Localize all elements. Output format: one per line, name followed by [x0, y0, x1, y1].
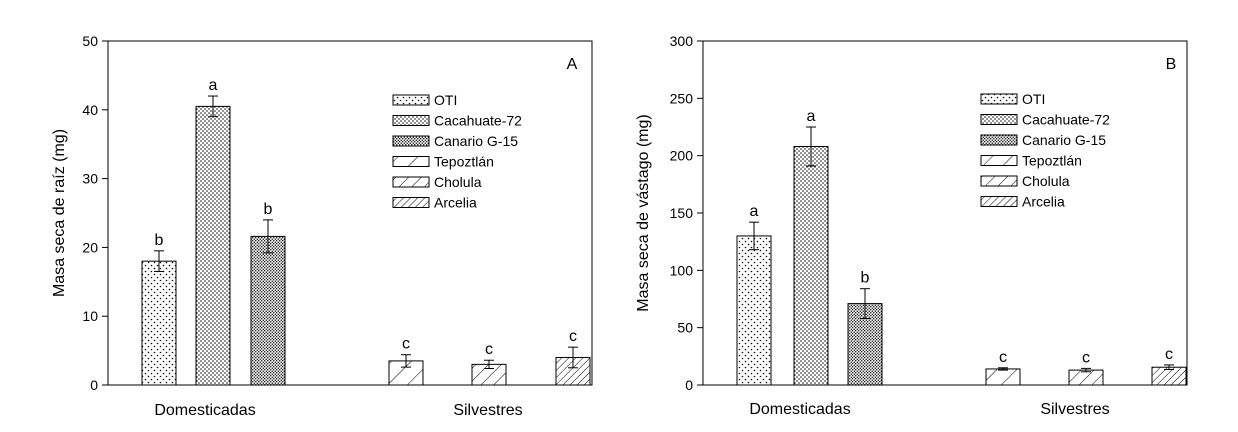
y-tick-label: 0 — [685, 377, 693, 393]
legend-label: OTI — [1022, 91, 1045, 107]
y-tick-label: 0 — [90, 377, 98, 393]
x-group-label-domesticadas: Domesticadas — [154, 402, 255, 419]
y-tick-label: 20 — [82, 239, 98, 255]
legend-label: Cholula — [1022, 173, 1070, 189]
legend-label: Arcelia — [1022, 194, 1065, 210]
legend-swatch — [392, 197, 430, 208]
legend-swatch — [392, 176, 430, 188]
y-tick-label: 150 — [670, 205, 694, 221]
legend-label: Canario G-15 — [1022, 132, 1106, 148]
legend-label: Tepoztlán — [434, 154, 494, 170]
chart-panel-b: 0 50 100 150 200 250 300 a a b c c c OTI Cacahuate-7… — [635, 33, 1188, 418]
legend-label: OTI — [434, 92, 457, 108]
bar-oti — [141, 260, 177, 386]
bar-cholula — [1068, 369, 1104, 386]
significance-letter: c — [485, 341, 493, 358]
y-tick-label: 10 — [82, 308, 98, 324]
significance-letter: b — [155, 232, 164, 249]
legend-label: Cacahuate-72 — [434, 113, 522, 129]
y-tick-label: 300 — [670, 33, 694, 49]
legend-swatch — [392, 94, 430, 106]
significance-letter: c — [1082, 349, 1090, 366]
legend-swatch — [980, 114, 1018, 125]
y-tick-label: 100 — [670, 262, 694, 278]
x-group-label-silvestres: Silvestres — [1040, 401, 1109, 418]
y-tick-label: 200 — [670, 148, 694, 164]
y-tick-label: 50 — [82, 33, 98, 49]
x-group-label-silvestres: Silvestres — [453, 402, 522, 419]
significance-letter: c — [999, 349, 1007, 366]
legend-label: Arcelia — [434, 195, 477, 211]
legend-swatch — [980, 175, 1018, 187]
legend-swatch — [980, 155, 1018, 166]
plot-frame — [107, 40, 593, 386]
y-tick-label: 30 — [82, 171, 98, 187]
significance-letter: c — [569, 328, 577, 345]
legend-swatch — [392, 115, 430, 126]
legend-label: Canario G-15 — [434, 133, 518, 149]
y-axis-label: Masa seca de vástago (mg) — [635, 114, 652, 311]
significance-letter: b — [861, 270, 870, 287]
legend-label: Cholula — [434, 174, 482, 190]
bars: a a b c c c — [736, 108, 1187, 386]
y-axis: 0 10 20 30 40 50 — [82, 33, 108, 393]
y-tick-label: 250 — [670, 90, 694, 106]
panel-label: B — [1166, 56, 1177, 73]
significance-letter: c — [1165, 346, 1173, 363]
x-group-label-domesticadas: Domesticadas — [749, 401, 850, 418]
bar-oti — [736, 235, 772, 386]
bar-tepoztl-n — [985, 368, 1021, 386]
y-tick-label: 40 — [82, 102, 98, 118]
significance-letter: a — [807, 108, 816, 125]
bars: b a b c c c — [141, 77, 591, 386]
legend-swatch — [980, 196, 1018, 207]
legend-swatch — [980, 134, 1018, 146]
y-axis: 0 50 100 150 200 250 300 — [670, 33, 703, 393]
plot-frame — [702, 40, 1188, 386]
significance-letter: a — [750, 203, 759, 220]
chart-panel-a: 0 10 20 30 40 50 b a b c c c OTI Cacahuate-72 Canari… — [51, 33, 593, 419]
significance-letter: c — [402, 336, 410, 353]
panel-label: A — [567, 56, 578, 73]
bar-canario-g-15 — [250, 235, 286, 386]
legend-swatch — [980, 93, 1018, 105]
bar-cacahuate-72 — [195, 105, 231, 386]
significance-letter: a — [209, 77, 218, 94]
legend-label: Tepoztlán — [1022, 153, 1082, 169]
legend: OTI Cacahuate-72 Canario G-15 Tepoztlán Chol… — [392, 92, 522, 211]
legend: OTI Cacahuate-72 Canario G-15 Tepoztlán Chol… — [980, 91, 1110, 210]
significance-letter: b — [264, 201, 273, 218]
legend-label: Cacahuate-72 — [1022, 112, 1110, 128]
legend-swatch — [392, 135, 430, 147]
legend-swatch — [392, 156, 430, 167]
bar-cacahuate-72 — [793, 145, 829, 386]
y-tick-label: 50 — [677, 320, 693, 336]
y-axis-label: Masa seca de raíz (mg) — [51, 129, 68, 297]
